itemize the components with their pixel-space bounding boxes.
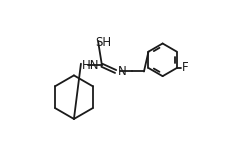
Text: SH: SH bbox=[95, 36, 111, 49]
Text: F: F bbox=[182, 62, 188, 74]
Text: N: N bbox=[118, 65, 126, 78]
Text: HN: HN bbox=[82, 59, 99, 72]
